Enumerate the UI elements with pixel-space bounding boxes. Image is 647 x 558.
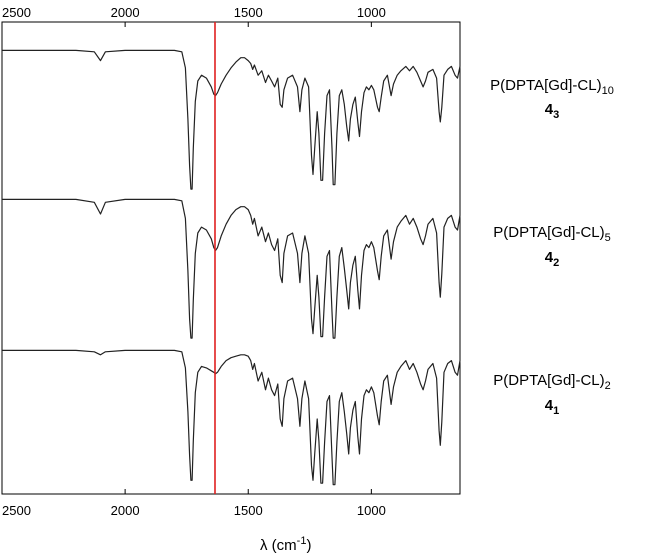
compound-subscript: 1 bbox=[553, 405, 559, 417]
bottom-tick-label: 1500 bbox=[234, 503, 263, 518]
series-label-subscript: 10 bbox=[602, 85, 614, 97]
compound-number: 4 bbox=[545, 249, 554, 266]
bottom-axis-ticks: 2500 2000 1500 1000 bbox=[1, 489, 386, 518]
bottom-tick-label: 2500 bbox=[2, 503, 31, 518]
x-axis-label: λ (cm-1) bbox=[260, 535, 311, 554]
series-label-subscript: 5 bbox=[605, 232, 611, 244]
compound-label: 41 bbox=[545, 397, 559, 417]
top-axis-ticks: 2500 2000 1500 1000 bbox=[1, 5, 386, 27]
plot-frame bbox=[1, 21, 461, 495]
x-axis-label-main: λ (cm bbox=[260, 537, 297, 554]
compound-subscript: 3 bbox=[553, 109, 559, 121]
compound-label: 43 bbox=[545, 101, 559, 121]
spectrum-line bbox=[2, 49, 461, 190]
compound-number: 4 bbox=[545, 101, 554, 118]
compound-subscript: 2 bbox=[553, 257, 559, 269]
top-tick-label: 1500 bbox=[234, 5, 263, 20]
series-label-main: P(DPTA[Gd]-CL) bbox=[493, 224, 604, 241]
bottom-tick-label: 1000 bbox=[357, 503, 386, 518]
spectrum-line bbox=[2, 349, 461, 486]
series-label-subscript: 2 bbox=[605, 380, 611, 392]
top-tick-label: 1000 bbox=[357, 5, 386, 20]
spectrum-line bbox=[2, 198, 461, 339]
compound-number: 4 bbox=[545, 397, 554, 414]
series-label-main: P(DPTA[Gd]-CL) bbox=[490, 77, 601, 94]
series-labels: P(DPTA[Gd]-CL)1043P(DPTA[Gd]-CL)542P(DPT… bbox=[490, 77, 614, 417]
compound-label: 42 bbox=[545, 249, 559, 269]
series-label-main: P(DPTA[Gd]-CL) bbox=[493, 372, 604, 389]
series-label: P(DPTA[Gd]-CL)10 bbox=[490, 77, 614, 97]
series-label: P(DPTA[Gd]-CL)5 bbox=[493, 224, 611, 244]
bottom-tick-label: 2000 bbox=[111, 503, 140, 518]
top-tick-label: 2500 bbox=[2, 5, 31, 20]
x-axis-label-close: ) bbox=[306, 537, 311, 554]
x-axis-label-superscript: -1 bbox=[297, 535, 307, 547]
spectra-layer bbox=[2, 49, 461, 486]
series-label: P(DPTA[Gd]-CL)2 bbox=[493, 372, 611, 392]
top-tick-label: 2000 bbox=[111, 5, 140, 20]
